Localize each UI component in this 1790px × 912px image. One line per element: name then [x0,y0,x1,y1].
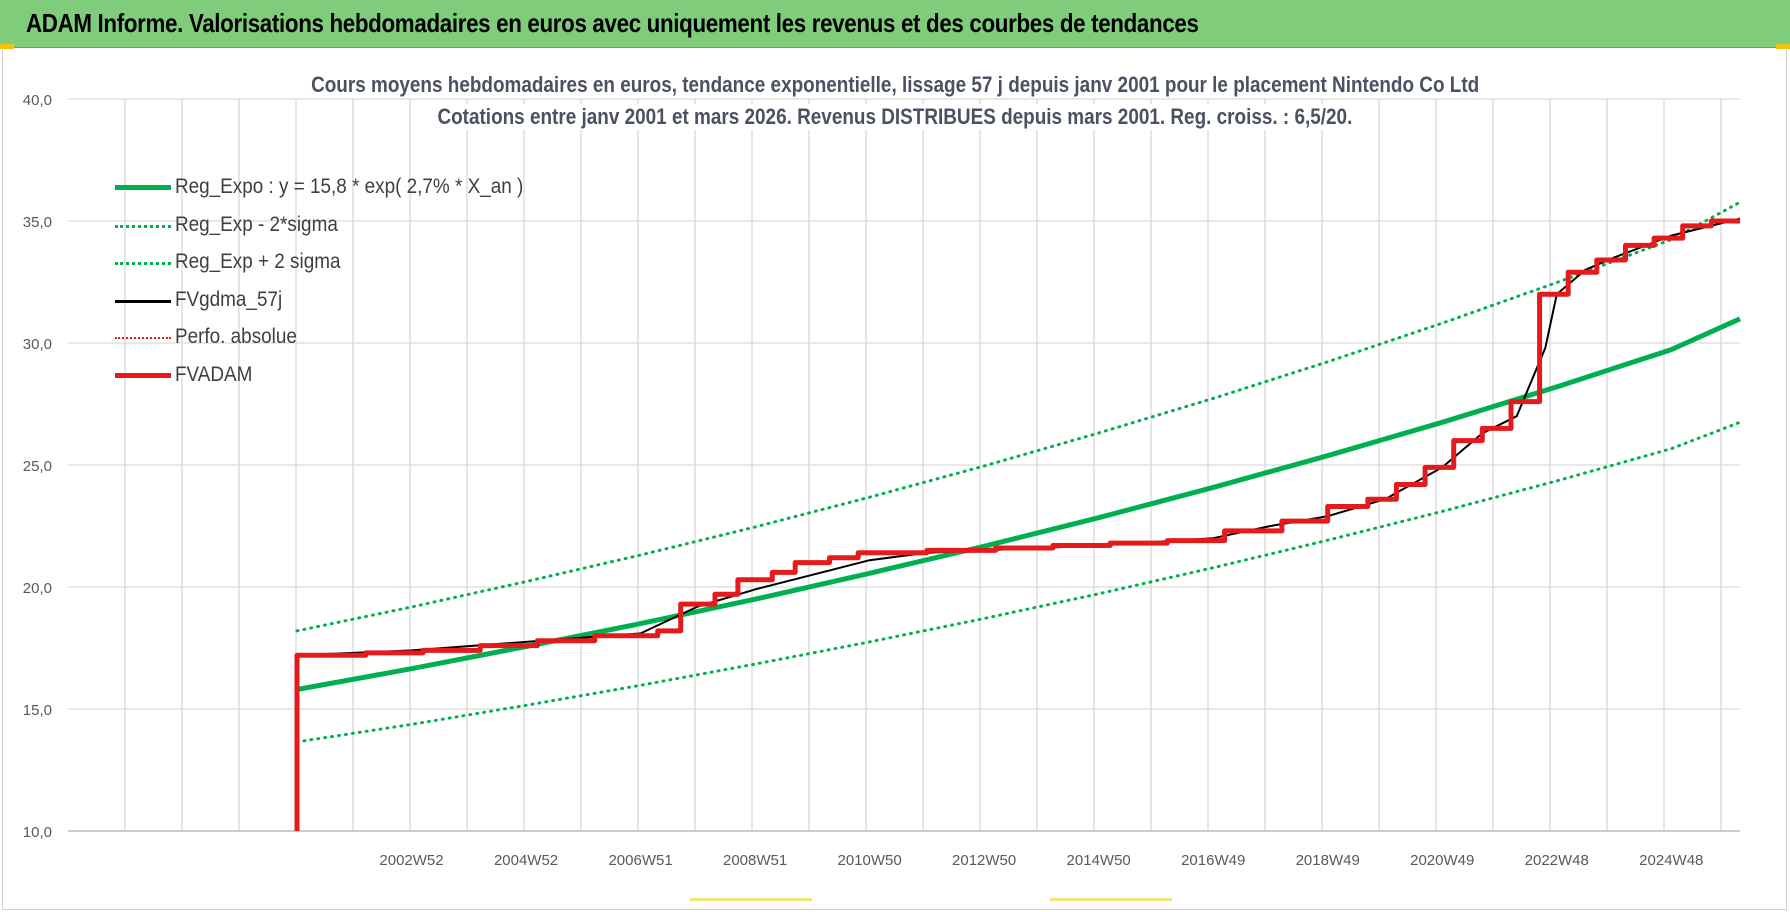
bottom-accent-1 [690,898,812,901]
x-tick-label: 2024W48 [1639,852,1703,869]
report-header-bar [0,0,1790,48]
legend-swatch [115,262,171,265]
corner-accent-right [1776,44,1790,49]
series-line-0 [296,316,1742,692]
legend-swatch [115,299,171,303]
legend-swatch [115,185,171,190]
bottom-accent-2 [1050,898,1172,901]
legend-label: Reg_Exp - 2*sigma [175,212,338,236]
y-tick-label: 10,0 [23,824,52,841]
y-tick-label: 40,0 [23,92,52,109]
x-tick-label: 2002W52 [379,852,443,869]
series-line-1 [295,420,1742,744]
y-tick-label: 30,0 [23,336,52,353]
chart-title: Cours moyens hebdomadaires en euros, ten… [0,72,1790,98]
x-tick-label: 2008W51 [723,852,787,869]
series-line-2 [295,200,1742,633]
x-tick-label: 2022W48 [1525,852,1589,869]
legend-label: Reg_Exp + 2 sigma [175,250,341,273]
legend-swatch [115,337,171,339]
legend-label: Reg_Expo : y = 15,8 * exp( 2,7% * X_an ) [175,175,524,198]
x-tick-label: 2020W49 [1410,852,1474,869]
legend-label: Perfo. absolue [175,325,297,348]
legend-label: FVgdma_57j [175,287,283,311]
legend-swatch [115,224,171,228]
y-tick-label: 25,0 [23,458,52,475]
y-tick-label: 15,0 [23,702,52,719]
report-title: ADAM Informe. Valorisations hebdomadaire… [26,8,1199,38]
corner-accent-left [0,44,14,49]
x-tick-label: 2012W50 [952,852,1016,869]
series-line-5 [294,218,1740,831]
legend-label: FVADAM [175,362,253,386]
x-tick-label: 2004W52 [494,852,558,869]
x-tick-label: 2016W49 [1181,852,1245,869]
chart-frame [2,50,1787,910]
x-tick-label: 2006W51 [608,852,672,869]
x-tick-label: 2014W50 [1067,852,1131,869]
chart-subtitle: Cotations entre janv 2001 et mars 2026. … [0,104,1790,130]
x-tick-label: 2018W49 [1296,852,1360,869]
y-tick-label: 35,0 [23,214,52,231]
x-tick-label: 2010W50 [838,852,902,869]
legend-swatch [115,372,171,378]
y-tick-label: 20,0 [23,580,52,597]
series-line-3 [296,217,1741,657]
